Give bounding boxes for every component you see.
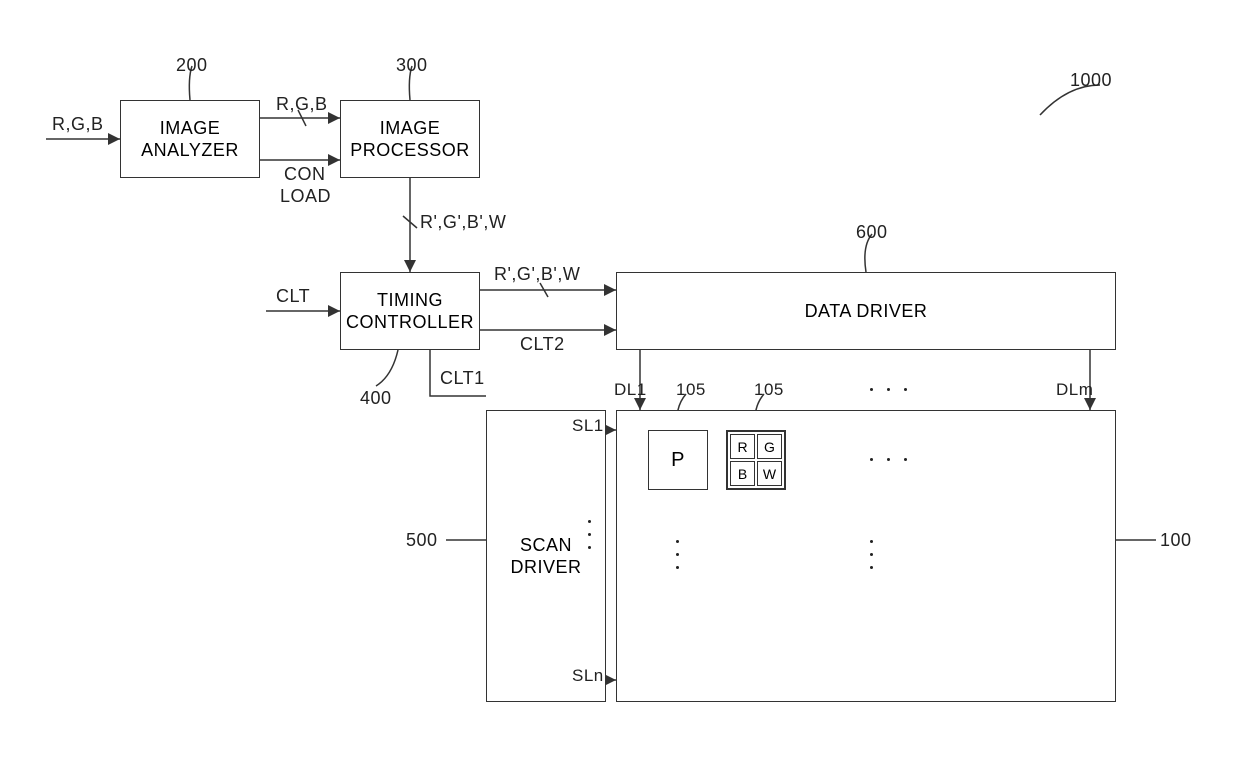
block-line1: IMAGE [380,117,441,140]
subpixel-b: B [730,461,755,486]
block-line2: DRIVER [510,556,581,579]
sig-rgbw: R',G',B',W [420,212,506,233]
ellipsis-col2 [870,540,873,569]
scan-driver-block: SCAN DRIVER [486,410,606,702]
ref-200: 200 [176,55,208,76]
ellipsis-sl [588,520,591,549]
ellipsis-col1 [676,540,679,569]
sig-sl1: SL1 [572,416,604,436]
block-line1: DATA DRIVER [805,300,928,323]
image-analyzer-block: IMAGE ANALYZER [120,100,260,178]
sig-load: LOAD [280,186,331,207]
sig-dl1: DL1 [614,380,647,400]
sig-clt1: CLT1 [440,368,485,389]
ref-1000: 1000 [1070,70,1112,91]
subpixel-w: W [757,461,782,486]
block-diagram: IMAGE ANALYZER IMAGE PROCESSOR TIMING CO… [0,0,1240,758]
ref-400: 400 [360,388,392,409]
sig-clt2: CLT2 [520,334,565,355]
ref-105-left: 105 [676,380,706,400]
sig-clt: CLT [276,286,310,307]
sig-con: CON [284,164,326,185]
ref-100: 100 [1160,530,1192,551]
subpixel-grid: R G B W [726,430,786,490]
ellipsis-dl [870,388,907,391]
sig-rgb: R,G,B [276,94,328,115]
image-processor-block: IMAGE PROCESSOR [340,100,480,178]
data-driver-block: DATA DRIVER [616,272,1116,350]
ref-500: 500 [406,530,438,551]
block-line2: PROCESSOR [350,139,470,162]
block-line1: IMAGE [160,117,221,140]
ellipsis-row1 [870,458,907,461]
sig-sln: SLn [572,666,604,686]
subpixel-g: G [757,434,782,459]
timing-controller-block: TIMING CONTROLLER [340,272,480,350]
block-line1: SCAN [520,534,572,557]
ref-600: 600 [856,222,888,243]
block-line1: TIMING [377,289,443,312]
sig-in-rgb: R,G,B [52,114,104,135]
ref-105-right: 105 [754,380,784,400]
pixel-label: P [671,448,685,473]
sig-rgbw2: R',G',B',W [494,264,580,285]
sig-dlm: DLm [1056,380,1093,400]
block-line2: ANALYZER [141,139,239,162]
block-line2: CONTROLLER [346,311,474,334]
ref-300: 300 [396,55,428,76]
subpixel-r: R [730,434,755,459]
pixel-block: P [648,430,708,490]
